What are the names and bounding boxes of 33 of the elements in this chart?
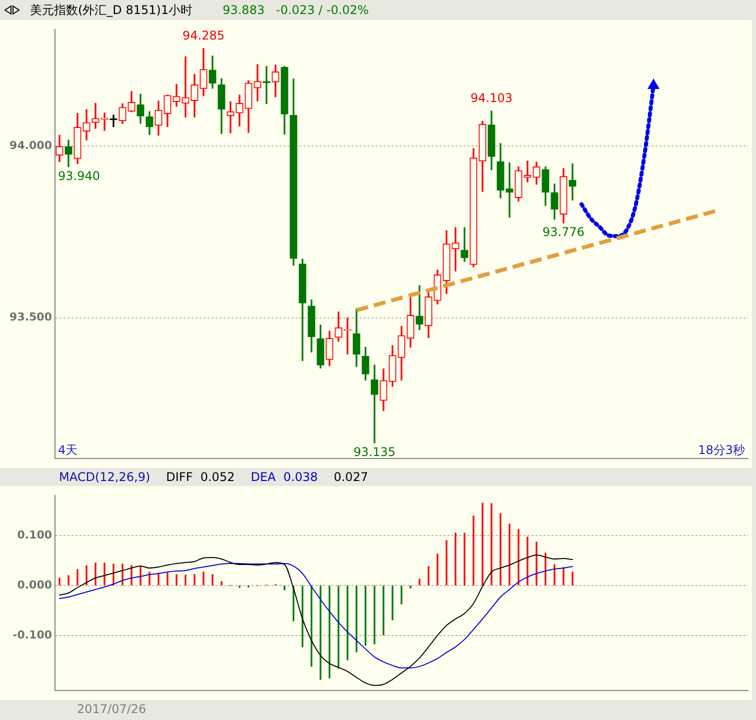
candlestick [254,64,262,102]
chart-title: MACD(12,26,9) [59,470,150,484]
y-tick-label: -0.100 [12,628,52,642]
candlestick [524,160,532,182]
annotation: 94.285 [182,28,224,43]
y-tick-label: 93.500 [10,310,52,324]
y-tick-label: 0.000 [17,578,52,592]
chart-title: 美元指数(外汇_D 8151)1小时 [30,2,193,18]
annotation: 93.135 [354,445,396,460]
candlestick [452,227,460,272]
candlestick [172,84,180,107]
text: DEA 0.038 [250,470,318,484]
candlestick [344,317,352,354]
candlestick [370,364,378,444]
candlestick [460,227,468,262]
annotation: 4天 [58,442,78,459]
candlestick [182,56,190,118]
annotation: 93.940 [58,168,100,183]
x-axis-title: 2017/07/26 [77,702,146,716]
text: DIFF 0.052 [166,470,235,484]
y-tick-label: 0.100 [17,528,52,542]
y-tick-label: 94.000 [10,139,52,152]
annotation: 18分3秒 [698,442,745,459]
annotation: 93.776 [542,225,584,240]
line-series [59,563,573,668]
candlestick [506,162,514,218]
candlestick [92,103,100,129]
chart-subtitle: 93.883 -0.023 / -0.02% [222,3,369,17]
text: 0.027 [334,470,368,484]
candlestick [226,101,234,134]
candlestick [568,163,576,200]
annotation: 94.103 [470,91,512,106]
line-series [59,554,573,686]
